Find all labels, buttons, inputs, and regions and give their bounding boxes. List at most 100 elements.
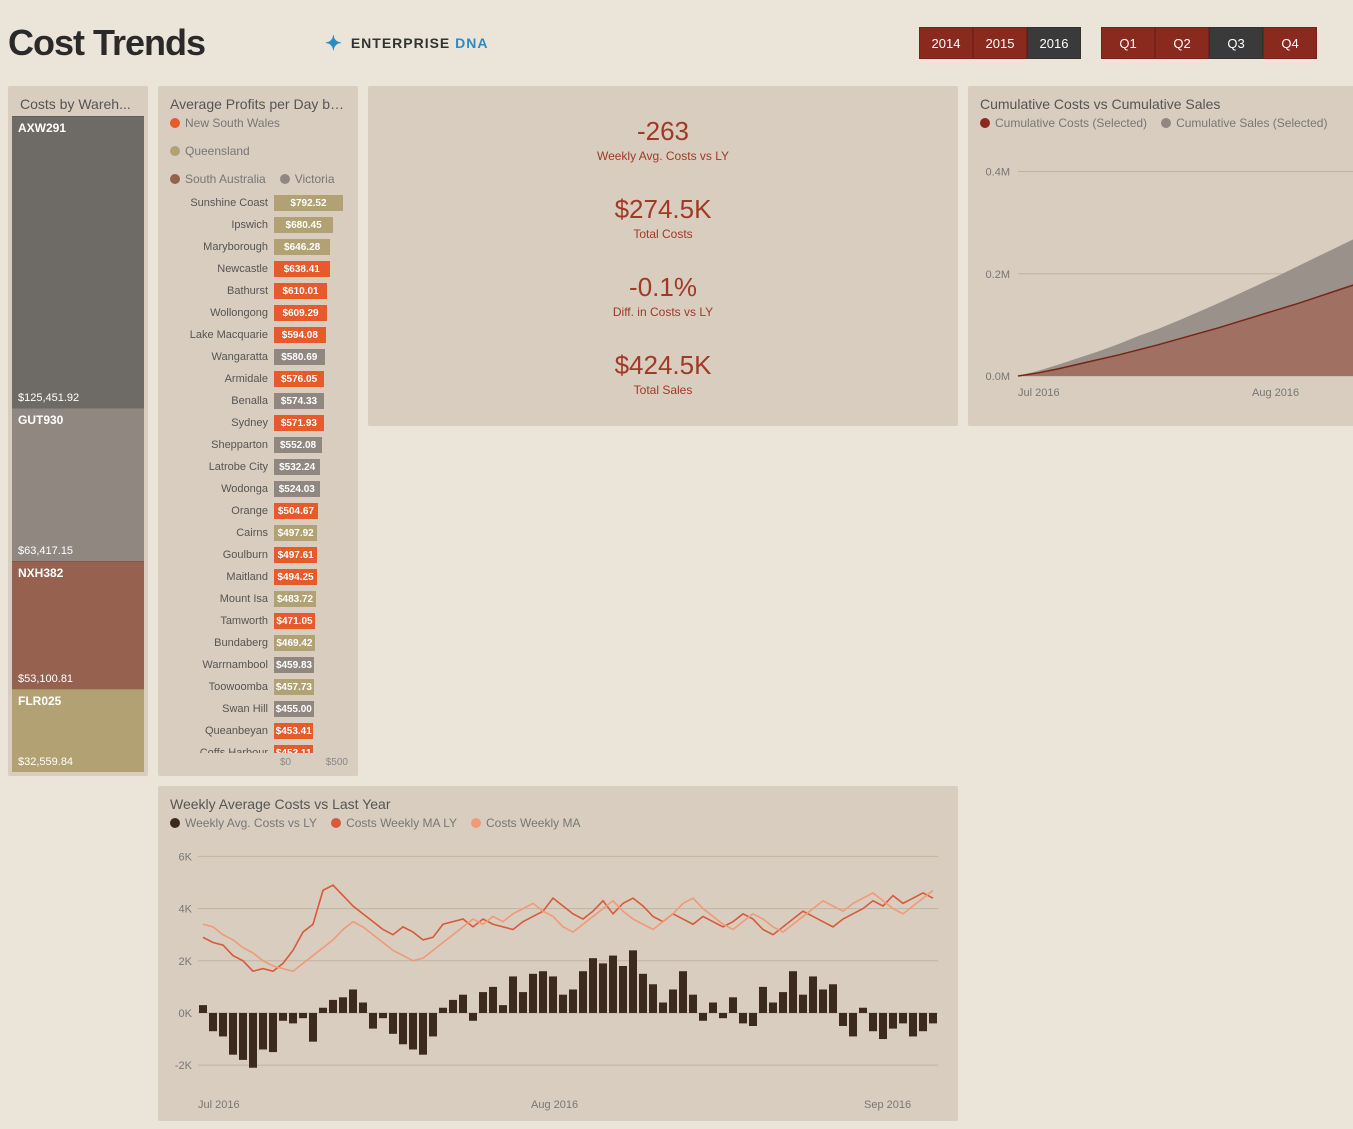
city-label: Tamworth (174, 615, 274, 627)
svg-text:2K: 2K (179, 956, 193, 968)
kpi-0: -263Weekly Avg. Costs vs LY (597, 116, 729, 163)
profit-row[interactable]: Shepparton$552.08 (174, 434, 348, 456)
kpi-1: $274.5KTotal Costs (615, 194, 712, 241)
legend-item[interactable]: Costs Weekly MA (471, 816, 580, 830)
city-label: Lake Macquarie (174, 329, 274, 341)
profit-row[interactable]: Wangaratta$580.69 (174, 346, 348, 368)
cumulative-title: Cumulative Costs vs Cumulative Sales (968, 86, 1353, 116)
profit-row[interactable]: Sydney$571.93 (174, 412, 348, 434)
city-label: Wollongong (174, 307, 274, 319)
slicer-2015[interactable]: 2015 (973, 27, 1027, 59)
kpi-3: $424.5KTotal Sales (615, 350, 712, 397)
city-label: Orange (174, 505, 274, 517)
profit-row[interactable]: Sunshine Coast$792.52 (174, 192, 348, 214)
city-label: Latrobe City (174, 461, 274, 473)
warehouse-AXW291[interactable]: AXW291$125,451.92 (12, 116, 144, 408)
city-label: Warrnambool (174, 659, 274, 671)
legend-item[interactable]: Weekly Avg. Costs vs LY (170, 816, 317, 830)
city-label: Bundaberg (174, 637, 274, 649)
city-label: Bathurst (174, 285, 274, 297)
slicer-Q1[interactable]: Q1 (1101, 27, 1155, 59)
legend-region[interactable]: South Australia (170, 172, 266, 186)
warehouse-FLR025[interactable]: FLR025$32,559.84 (12, 689, 144, 772)
profit-row[interactable]: Goulburn$497.61 (174, 544, 348, 566)
city-label: Wangaratta (174, 351, 274, 363)
svg-text:-2K: -2K (175, 1060, 193, 1072)
cumulative-chart-panel: Cumulative Costs vs Cumulative Sales Cum… (968, 86, 1353, 426)
warehouse-panel: Costs by Wareh... AXW291$125,451.92GUT93… (8, 86, 148, 776)
profit-row[interactable]: Bundaberg$469.42 (174, 632, 348, 654)
brand-logo: ✦ ENTERPRISE DNA (325, 31, 488, 56)
profit-row[interactable]: Bathurst$610.01 (174, 280, 348, 302)
weekly-title: Weekly Average Costs vs Last Year (158, 786, 958, 816)
year-slicer[interactable]: 201420152016 (919, 27, 1081, 59)
city-label: Queanbeyan (174, 725, 274, 737)
profits-title: Average Profits per Day by City (158, 86, 358, 116)
profit-row[interactable]: Maryborough$646.28 (174, 236, 348, 258)
city-label: Armidale (174, 373, 274, 385)
profit-row[interactable]: Wodonga$524.03 (174, 478, 348, 500)
profit-row[interactable]: Newcastle$638.41 (174, 258, 348, 280)
profit-row[interactable]: Armidale$576.05 (174, 368, 348, 390)
city-label: Ipswich (174, 219, 274, 231)
slicer-Q2[interactable]: Q2 (1155, 27, 1209, 59)
svg-text:0K: 0K (179, 1008, 193, 1020)
city-label: Sunshine Coast (174, 197, 274, 209)
page-title: Cost Trends (8, 22, 205, 64)
weekly-chart-panel: Weekly Average Costs vs Last Year Weekly… (158, 786, 958, 1121)
slicer-Q3[interactable]: Q3 (1209, 27, 1263, 59)
city-label: Cairns (174, 527, 274, 539)
svg-text:0.2M: 0.2M (986, 269, 1010, 281)
profit-row[interactable]: Coffs Harbour$453.11 (174, 742, 348, 753)
city-label: Wodonga (174, 483, 274, 495)
profit-row[interactable]: Maitland$494.25 (174, 566, 348, 588)
city-label: Maitland (174, 571, 274, 583)
profit-row[interactable]: Cairns$497.92 (174, 522, 348, 544)
city-label: Mount Isa (174, 593, 274, 605)
profit-row[interactable]: Swan Hill$455.00 (174, 698, 348, 720)
city-label: Shepparton (174, 439, 274, 451)
legend-region[interactable]: Victoria (280, 172, 335, 186)
profit-row[interactable]: Ipswich$680.45 (174, 214, 348, 236)
dna-icon: ✦ (325, 31, 343, 56)
profit-row[interactable]: Latrobe City$532.24 (174, 456, 348, 478)
kpi-panel: -263Weekly Avg. Costs vs LY $274.5KTotal … (368, 86, 958, 426)
city-label: Newcastle (174, 263, 274, 275)
city-label: Goulburn (174, 549, 274, 561)
profit-row[interactable]: Wollongong$609.29 (174, 302, 348, 324)
slicer-2014[interactable]: 2014 (919, 27, 973, 59)
city-label: Sydney (174, 417, 274, 429)
profit-row[interactable]: Orange$504.67 (174, 500, 348, 522)
svg-text:Aug 2016: Aug 2016 (1252, 387, 1299, 399)
svg-text:0.4M: 0.4M (986, 167, 1010, 179)
legend-item[interactable]: Cumulative Sales (Selected) (1161, 116, 1327, 130)
profit-row[interactable]: Mount Isa$483.72 (174, 588, 348, 610)
slicer-2016[interactable]: 2016 (1027, 27, 1081, 59)
profit-row[interactable]: Lake Macquarie$594.08 (174, 324, 348, 346)
legend-region[interactable]: Queensland (170, 144, 250, 158)
legend-item[interactable]: Costs Weekly MA LY (331, 816, 457, 830)
city-label: Toowoomba (174, 681, 274, 693)
svg-text:Jul 2016: Jul 2016 (1018, 387, 1060, 399)
legend-item[interactable]: Cumulative Costs (Selected) (980, 116, 1147, 130)
warehouse-title: Costs by Wareh... (8, 86, 148, 116)
legend-region[interactable]: New South Wales (170, 116, 280, 130)
city-label: Swan Hill (174, 703, 274, 715)
profit-row[interactable]: Tamworth$471.05 (174, 610, 348, 632)
city-label: Maryborough (174, 241, 274, 253)
svg-text:Aug 2016: Aug 2016 (531, 1099, 578, 1111)
warehouse-GUT930[interactable]: GUT930$63,417.15 (12, 408, 144, 560)
svg-text:4K: 4K (179, 904, 193, 916)
svg-text:Sep 2016: Sep 2016 (864, 1099, 911, 1111)
profit-row[interactable]: Warrnambool$459.83 (174, 654, 348, 676)
slicer-Q4[interactable]: Q4 (1263, 27, 1317, 59)
svg-text:0.0M: 0.0M (986, 371, 1010, 383)
profit-row[interactable]: Benalla$574.33 (174, 390, 348, 412)
profit-row[interactable]: Queanbeyan$453.41 (174, 720, 348, 742)
warehouse-NXH382[interactable]: NXH382$53,100.81 (12, 561, 144, 690)
city-label: Benalla (174, 395, 274, 407)
city-label: Coffs Harbour (174, 747, 274, 753)
quarter-slicer[interactable]: Q1Q2Q3Q4 (1101, 27, 1317, 59)
profit-row[interactable]: Toowoomba$457.73 (174, 676, 348, 698)
svg-text:6K: 6K (179, 851, 193, 863)
